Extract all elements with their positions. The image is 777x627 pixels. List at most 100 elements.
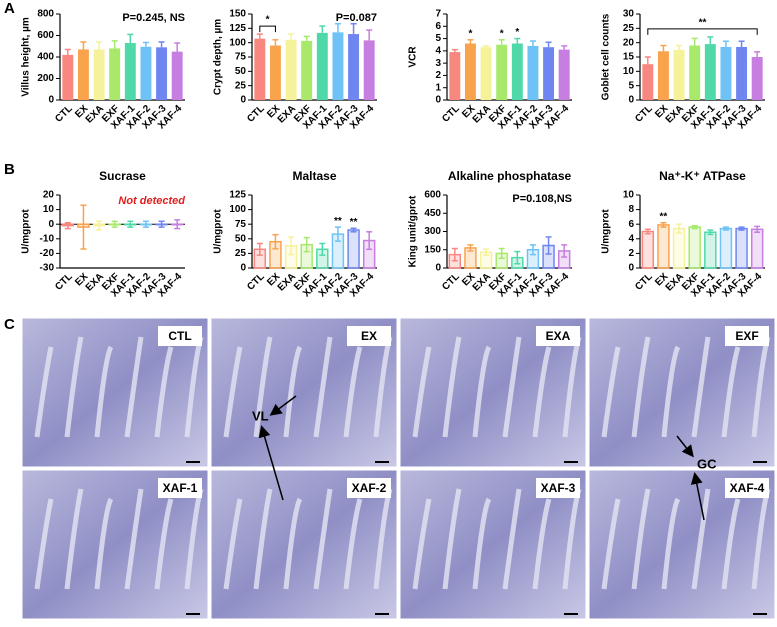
bar bbox=[140, 46, 152, 100]
villus bbox=[412, 498, 432, 590]
panel-letter: C bbox=[4, 316, 15, 333]
villus bbox=[64, 488, 84, 590]
y-tick-label: -10 bbox=[40, 233, 55, 244]
panel-letter: A bbox=[4, 0, 15, 17]
villus bbox=[691, 488, 711, 590]
y-tick-label: 75 bbox=[235, 219, 247, 230]
villus bbox=[631, 488, 651, 590]
note: Not detected bbox=[118, 195, 185, 207]
y-tick-label: 15 bbox=[623, 52, 635, 63]
micrograph-label: XAF-3 bbox=[541, 481, 576, 495]
villus bbox=[502, 488, 522, 590]
label-box bbox=[725, 478, 769, 498]
y-tick-label: 5 bbox=[435, 33, 441, 44]
y-tick-label: 0 bbox=[48, 95, 54, 106]
arrow bbox=[258, 425, 284, 501]
bar bbox=[254, 38, 266, 100]
villus bbox=[94, 497, 114, 590]
villus bbox=[154, 346, 174, 438]
y-tick-label: 1 bbox=[435, 82, 441, 93]
villus bbox=[283, 345, 303, 438]
bar bbox=[672, 227, 686, 269]
significance: ** bbox=[350, 217, 358, 228]
villus bbox=[343, 346, 363, 438]
y-tick-label: 4 bbox=[628, 233, 634, 244]
y-axis-label: U/mgprot bbox=[21, 209, 32, 254]
villus bbox=[442, 488, 462, 590]
bar bbox=[751, 57, 763, 100]
y-tick-label: 4 bbox=[435, 45, 441, 56]
bar bbox=[736, 46, 748, 100]
y-tick-label: 2 bbox=[628, 248, 634, 259]
villus bbox=[223, 498, 243, 590]
significance: ** bbox=[699, 18, 707, 29]
significance: ** bbox=[660, 211, 668, 222]
bar bbox=[93, 49, 105, 100]
bar bbox=[269, 45, 281, 100]
bar bbox=[332, 32, 344, 101]
y-tick-label: 0 bbox=[435, 95, 441, 106]
label-box bbox=[158, 478, 202, 498]
y-tick-label: 25 bbox=[235, 248, 247, 259]
label-box bbox=[347, 326, 391, 346]
villus bbox=[691, 336, 711, 438]
y-tick-label: 0 bbox=[628, 263, 634, 274]
y-tick-label: 25 bbox=[623, 23, 635, 34]
bar bbox=[449, 52, 461, 100]
x-tick-label: CTL bbox=[245, 271, 267, 293]
label-box bbox=[536, 478, 580, 498]
y-tick-label: 20 bbox=[43, 190, 55, 201]
panel-letter: B bbox=[4, 161, 15, 178]
y-tick-label: 450 bbox=[424, 208, 441, 219]
bar bbox=[496, 44, 508, 100]
villus bbox=[532, 346, 552, 438]
significance: ** bbox=[334, 216, 342, 227]
bar bbox=[124, 43, 136, 100]
y-tick-label: 25 bbox=[235, 80, 247, 91]
villus bbox=[661, 497, 681, 590]
y-tick-label: 0 bbox=[48, 219, 54, 230]
micrograph-label: EXA bbox=[546, 329, 571, 343]
y-axis-label: Villus height, µm bbox=[21, 17, 32, 97]
y-tick-label: 10 bbox=[623, 190, 635, 201]
label-box bbox=[158, 326, 202, 346]
micrograph-label: XAF-2 bbox=[352, 481, 387, 495]
label-box bbox=[725, 326, 769, 346]
chart-title: Sucrase bbox=[99, 169, 146, 183]
villus bbox=[661, 345, 681, 438]
x-tick-label: CTL bbox=[53, 103, 75, 125]
bar bbox=[464, 43, 476, 100]
bar bbox=[109, 48, 121, 100]
y-tick-label: 800 bbox=[37, 9, 54, 20]
annotation: P=0.087 bbox=[336, 12, 377, 24]
y-tick-label: 6 bbox=[435, 21, 441, 32]
bar bbox=[156, 47, 168, 100]
y-tick-label: 5 bbox=[628, 80, 634, 91]
villus bbox=[253, 488, 273, 590]
y-tick-label: 100 bbox=[229, 204, 246, 215]
micrograph-label: EX bbox=[361, 329, 377, 343]
bar bbox=[642, 64, 654, 100]
y-tick-label: 10 bbox=[43, 204, 55, 215]
bar bbox=[480, 47, 492, 100]
bar bbox=[543, 47, 555, 100]
villus bbox=[313, 336, 333, 438]
bar bbox=[511, 43, 523, 100]
y-tick-label: 8 bbox=[628, 204, 634, 215]
y-axis-label: Goblet cell counts bbox=[601, 13, 612, 100]
y-tick-label: 200 bbox=[37, 73, 54, 84]
significance: * bbox=[500, 28, 504, 39]
arrow-label: VL bbox=[252, 408, 269, 423]
y-tick-label: 100 bbox=[229, 37, 246, 48]
y-tick-label: 125 bbox=[229, 23, 246, 34]
villus bbox=[442, 336, 462, 438]
villus bbox=[412, 346, 432, 438]
villus bbox=[313, 488, 333, 590]
chart-title: Alkaline phosphatase bbox=[448, 169, 572, 183]
x-tick-label: CTL bbox=[53, 271, 75, 293]
y-tick-label: 2 bbox=[435, 70, 441, 81]
y-axis-label: VCR bbox=[408, 46, 419, 68]
villus bbox=[721, 346, 741, 438]
bar bbox=[750, 228, 764, 269]
